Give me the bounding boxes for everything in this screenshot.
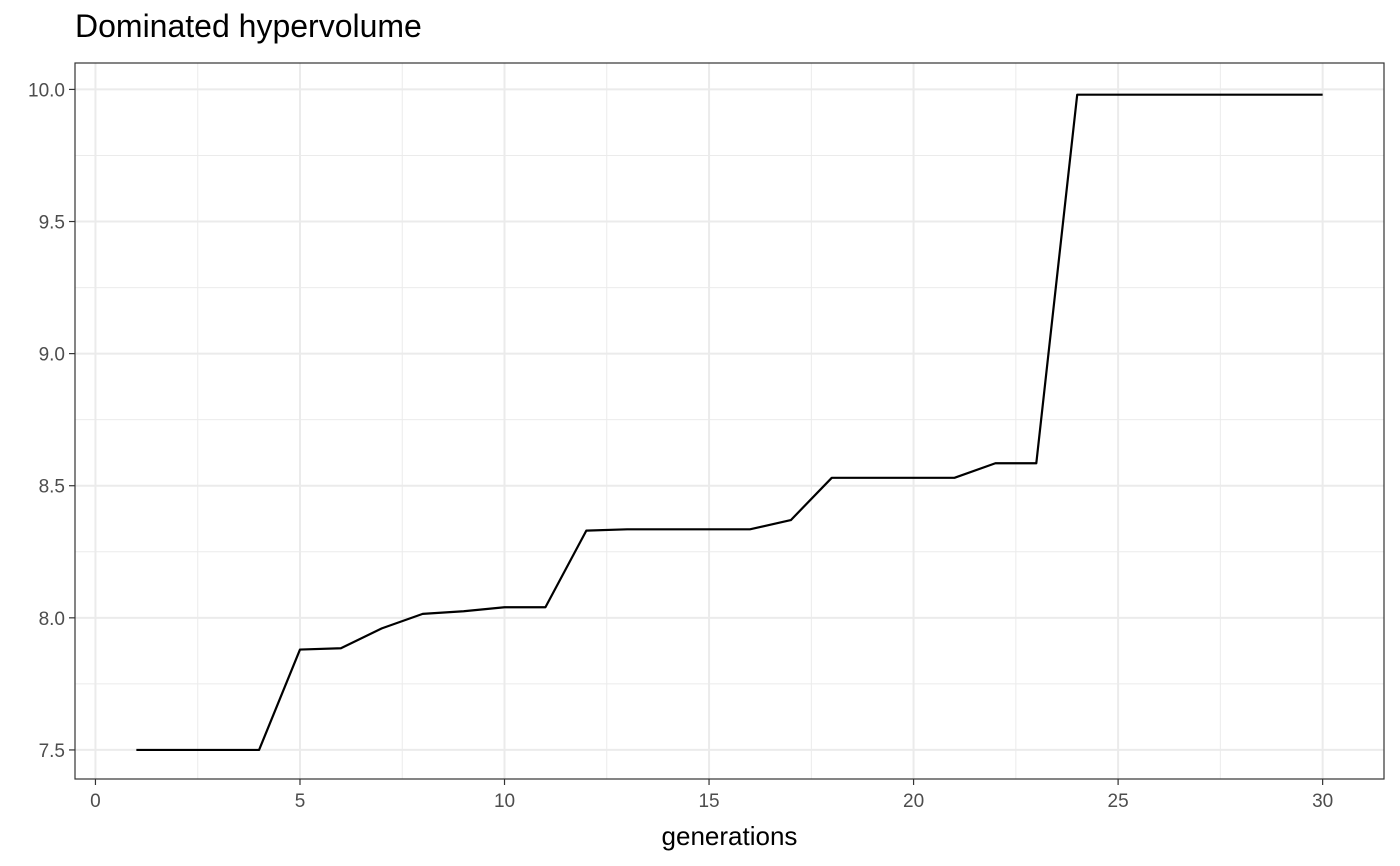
x-tick-label: 20 xyxy=(903,791,924,812)
x-axis-title: generations xyxy=(662,821,798,851)
x-tick-label: 30 xyxy=(1312,791,1333,812)
x-tick-label: 15 xyxy=(698,791,719,812)
y-tick-label: 9.5 xyxy=(39,213,65,234)
y-tick-label: 9.0 xyxy=(39,345,65,366)
y-tick-label: 10.0 xyxy=(28,80,65,101)
x-axis: 0 5 10 15 20 25 30 xyxy=(90,779,1333,812)
series-line xyxy=(136,93,1323,752)
panel-border xyxy=(74,62,1385,780)
x-tick-label: 5 xyxy=(295,791,306,812)
x-tick-label: 25 xyxy=(1108,791,1129,812)
x-tick-label: 10 xyxy=(494,791,515,812)
major-gridlines xyxy=(75,63,1384,779)
y-tick-label: 8.0 xyxy=(39,609,65,630)
minor-gridlines xyxy=(75,63,1384,779)
y-tick-label: 8.5 xyxy=(39,477,65,498)
x-tick-label: 0 xyxy=(90,791,101,812)
y-tick-label: 7.5 xyxy=(39,741,65,762)
series-layer xyxy=(136,93,1323,752)
y-axis: 7.5 8.0 8.5 9.0 9.5 10.0 xyxy=(28,80,75,762)
chart-title: Dominated hypervolume xyxy=(75,8,422,44)
